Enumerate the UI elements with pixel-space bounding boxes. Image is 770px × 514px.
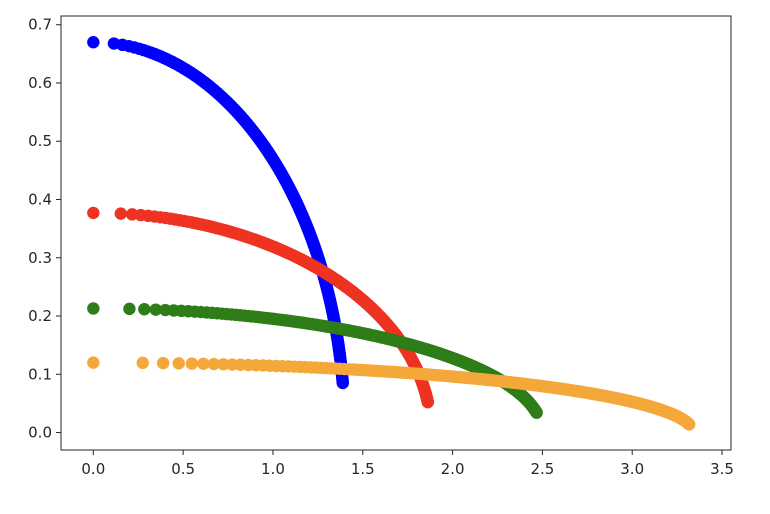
y-axis: 0.0 0.1 0.2 0.3 0.4 0.5 0.6 0.7	[28, 16, 61, 442]
x-tick-label: 0.0	[81, 460, 105, 478]
x-tick-label: 2.5	[530, 460, 554, 478]
plot-area	[60, 15, 732, 451]
data-point	[197, 357, 210, 370]
data-point	[87, 356, 100, 369]
data-point	[682, 418, 696, 431]
y-tick-label: 0.7	[28, 16, 52, 34]
data-point	[336, 376, 349, 390]
data-point	[530, 406, 543, 419]
data-point	[138, 303, 151, 316]
x-tick-label: 3.0	[620, 460, 644, 478]
x-tick-label: 0.5	[171, 460, 195, 478]
y-tick-label: 0.2	[28, 307, 52, 325]
data-point	[156, 356, 170, 370]
series-1	[87, 36, 349, 390]
data-point	[136, 356, 149, 370]
y-tick-label: 0.0	[28, 424, 52, 442]
series-layer	[87, 36, 696, 431]
data-point	[149, 303, 162, 316]
series-2	[87, 206, 434, 409]
data-point	[123, 302, 136, 316]
x-axis: 0.0 0.5 1.0 1.5 2.0 2.5 3.0 3.5	[81, 450, 734, 478]
x-tick-label: 1.5	[351, 460, 375, 478]
data-point	[87, 206, 100, 220]
y-tick-label: 0.5	[28, 132, 52, 150]
data-point	[185, 357, 199, 370]
y-tick-label: 0.6	[28, 74, 52, 92]
x-tick-label: 2.0	[441, 460, 465, 478]
y-tick-label: 0.1	[28, 365, 52, 383]
data-point	[421, 396, 434, 409]
data-point	[172, 357, 185, 370]
y-tick-label: 0.3	[28, 249, 52, 267]
y-tick-label: 0.4	[28, 191, 52, 209]
data-point	[87, 302, 100, 315]
x-tick-label: 1.0	[261, 460, 285, 478]
x-tick-label: 3.5	[710, 460, 734, 478]
series-4	[87, 356, 696, 431]
data-point	[114, 207, 128, 220]
data-point	[207, 357, 221, 371]
data-point	[217, 358, 230, 371]
data-point	[87, 36, 100, 49]
